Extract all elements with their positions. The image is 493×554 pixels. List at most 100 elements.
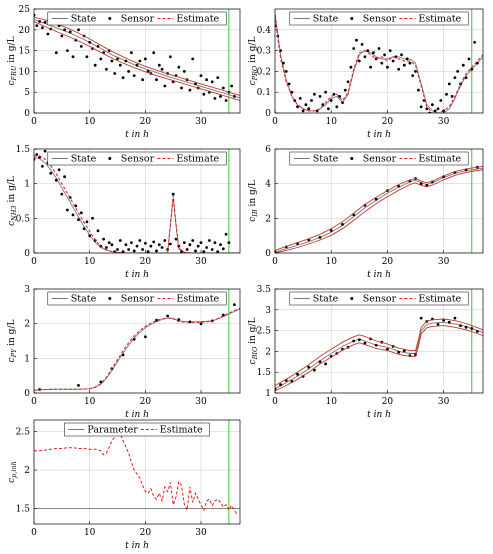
sensor-point (35, 24, 39, 27)
y-tick-label: 2 (265, 214, 271, 224)
y-tick-label: 0 (265, 249, 271, 259)
legend-label: Estimate (160, 425, 203, 436)
sensor-point (417, 88, 420, 92)
sensor-point (476, 330, 479, 333)
x-axis-label: t in h (125, 410, 149, 420)
legend-label: State (71, 14, 97, 25)
sensor-point (408, 61, 412, 65)
estimate-upper-line (34, 16, 240, 96)
sensor-point (377, 47, 381, 50)
x-tick-label: 20 (382, 257, 394, 267)
sensor-point (433, 109, 437, 113)
axes-frame (33, 288, 241, 394)
x-tick-label: 20 (140, 528, 152, 538)
sensor-point (177, 318, 181, 321)
legend: Parameter Estimate (64, 422, 210, 437)
sensor-point (163, 84, 167, 88)
x-tick-label: 30 (438, 117, 450, 127)
sensor-point (43, 20, 47, 24)
sensor-point (205, 246, 209, 249)
x-tick-label: 0 (31, 528, 37, 538)
sensor-point (219, 95, 222, 98)
sensor-point (290, 90, 294, 94)
sensor-point (199, 322, 203, 326)
x-tick-label: 0 (272, 117, 278, 127)
y-axis-label-main: c (7, 478, 17, 483)
sensor-point (284, 70, 288, 73)
y-tick-label: 3 (265, 306, 271, 316)
sensor-point (318, 95, 322, 98)
y-tick-label: 2 (24, 466, 30, 476)
sensor-point (310, 99, 313, 102)
x-tick-label: 0 (31, 397, 37, 407)
legend-label: Parameter (87, 425, 138, 436)
legend-label: State (313, 154, 339, 165)
panel-bottom-left: 0 10 20 30 1.5 2 2.5 t in h cp,inh Parameter Estim… (7, 419, 241, 551)
estimate-upper-line (275, 165, 483, 251)
legend-sensor-swatch (108, 157, 112, 160)
y-axis-label: cNH3 in g/L (7, 176, 18, 226)
y-axis-label-unit: in g/L (248, 180, 258, 209)
sensor-point (166, 314, 170, 318)
x-tick-label: 0 (272, 257, 278, 267)
axes-frame (274, 148, 484, 254)
sensor-point (188, 88, 192, 92)
sensor-point (357, 59, 361, 63)
sensor-point (461, 63, 465, 67)
sensor-point (138, 59, 142, 63)
plot-data (34, 13, 240, 102)
y-tick-label: 0 (24, 249, 30, 259)
plot-data (34, 303, 240, 391)
sensor-point (116, 248, 119, 251)
sensor-point (74, 204, 78, 208)
series-line-state (34, 156, 240, 253)
x-tick-label: 20 (382, 117, 394, 127)
estimate-lower-line (275, 169, 483, 253)
legend-label: Estimate (418, 154, 461, 165)
sensor-point (118, 239, 122, 242)
legend-sensor-swatch (108, 17, 112, 20)
x-tick-label: 30 (438, 257, 450, 267)
sensor-point (436, 323, 440, 326)
legend: State Sensor Estimate (289, 291, 469, 306)
sensor-point (121, 250, 125, 253)
y-axis-label-sub: PY (10, 348, 18, 358)
y-tick-label: 2.5 (257, 327, 272, 337)
sensor-point (155, 249, 158, 253)
sensor-point (386, 347, 389, 351)
sensor-point (88, 40, 92, 44)
sensor-point (436, 107, 440, 111)
sensor-point (54, 178, 58, 182)
sensor-point (93, 63, 97, 67)
y-tick-label: 2.5 (16, 428, 31, 438)
sensor-point (163, 239, 167, 242)
x-axis-label: t in h (367, 130, 391, 140)
sensor-point (279, 383, 282, 387)
x-tick-label: 0 (31, 257, 37, 267)
sensor-point (191, 57, 195, 61)
sensor-point (41, 164, 44, 168)
sensor-point (282, 61, 285, 65)
sensor-point (374, 197, 378, 201)
panel-top-right: 0 10 20 30 0 0.1 0.2 0.3 0.4 t in h cPRO in g/L Sta… (248, 8, 484, 140)
x-axis-label: t in h (125, 541, 149, 550)
plot-data (275, 316, 483, 392)
x-axis-label: t in h (367, 410, 391, 420)
sensor-point (38, 20, 41, 23)
y-axis-label-unit: in g/L (248, 318, 258, 347)
legend-box (64, 422, 210, 437)
sensor-point (99, 380, 103, 384)
sensor-point (96, 229, 100, 233)
sensor-point (374, 343, 378, 347)
x-axis-label: t in h (125, 130, 149, 140)
sensor-point (411, 74, 415, 77)
sensor-point (431, 103, 434, 107)
sensor-point (298, 97, 302, 100)
y-tick-label: 0.3 (257, 47, 272, 57)
y-axis-label-unit: in g/L (7, 320, 17, 349)
y-axis-label-sub: p,inh (10, 461, 18, 478)
y-axis-label-main: c (7, 221, 17, 226)
y-axis-label-main: c (248, 80, 258, 85)
axes-frame (33, 8, 241, 114)
x-tick-label: 20 (382, 397, 394, 407)
